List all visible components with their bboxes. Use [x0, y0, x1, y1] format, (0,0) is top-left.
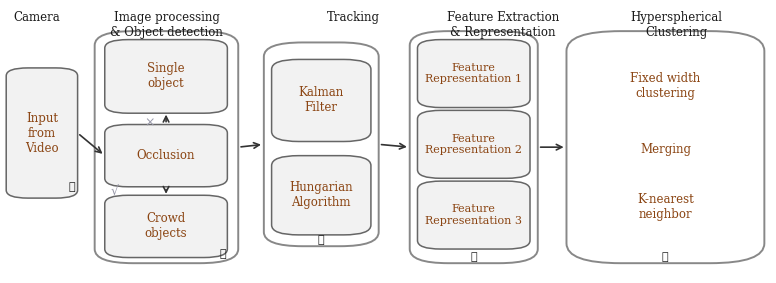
Text: Kalman
Filter: Kalman Filter [299, 87, 344, 114]
Text: Input
from
Video: Input from Video [25, 112, 59, 155]
Text: Crowd
objects: Crowd objects [145, 213, 187, 240]
Text: Single
object: Single object [147, 63, 185, 90]
Text: Camera: Camera [14, 11, 61, 24]
Text: Image processing
& Object detection: Image processing & Object detection [110, 11, 223, 39]
Text: ①: ① [68, 183, 75, 192]
Text: Hungarian
Algorithm: Hungarian Algorithm [289, 181, 353, 209]
FancyBboxPatch shape [417, 110, 530, 178]
Text: Feature
Representation 1: Feature Representation 1 [425, 63, 522, 84]
Text: ③: ③ [318, 235, 324, 245]
Text: ×: × [144, 117, 155, 130]
FancyBboxPatch shape [417, 40, 530, 108]
FancyBboxPatch shape [417, 181, 530, 249]
Text: √: √ [111, 185, 119, 198]
Text: Feature Extraction
& Representation: Feature Extraction & Representation [447, 11, 559, 39]
Text: ⑤: ⑤ [662, 252, 668, 262]
FancyBboxPatch shape [6, 68, 78, 198]
FancyBboxPatch shape [272, 59, 371, 142]
Text: Feature
Representation 2: Feature Representation 2 [425, 134, 522, 155]
FancyBboxPatch shape [105, 125, 227, 187]
Text: K-nearest
neighbor: K-nearest neighbor [637, 193, 694, 220]
Text: Feature
Representation 3: Feature Representation 3 [425, 204, 522, 226]
Text: ④: ④ [470, 252, 476, 262]
FancyBboxPatch shape [105, 40, 227, 113]
Text: Tracking: Tracking [327, 11, 379, 24]
Text: Fixed width
clustering: Fixed width clustering [630, 72, 701, 100]
Text: Merging: Merging [640, 143, 691, 156]
FancyBboxPatch shape [105, 195, 227, 258]
Text: Occlusion: Occlusion [137, 149, 196, 162]
Text: Hyperspherical
Clustering: Hyperspherical Clustering [631, 11, 722, 39]
FancyBboxPatch shape [272, 156, 371, 235]
Text: ②: ② [220, 249, 227, 259]
